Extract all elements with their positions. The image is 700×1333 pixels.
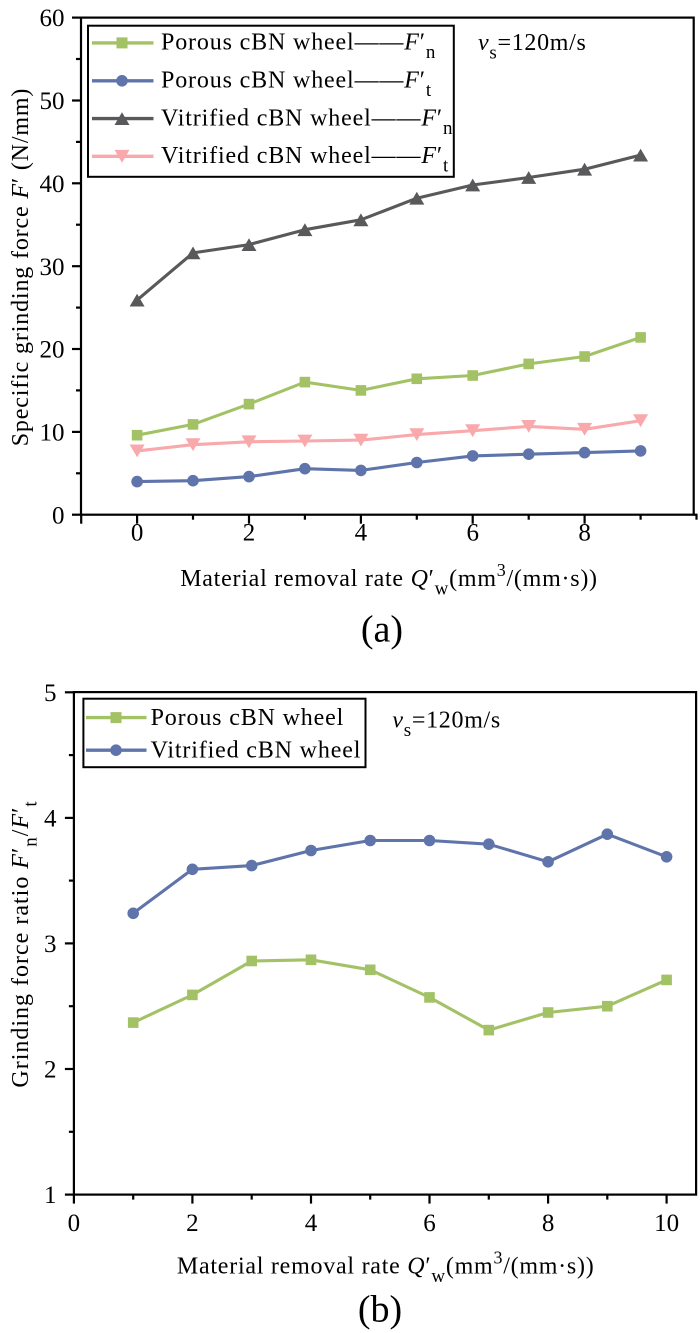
svg-text:40: 40 [40, 171, 65, 198]
svg-text:(a): (a) [361, 609, 403, 651]
svg-text:2: 2 [186, 1210, 199, 1237]
svg-text:Porous cBN wheel: Porous cBN wheel [151, 705, 345, 731]
svg-text:20: 20 [40, 337, 65, 364]
svg-text:6: 6 [423, 1210, 436, 1237]
svg-text:vs=120m/s: vs=120m/s [478, 30, 587, 64]
svg-text:3: 3 [44, 931, 57, 958]
svg-text:10: 10 [654, 1210, 679, 1237]
svg-text:60: 60 [40, 5, 65, 32]
svg-text:4: 4 [355, 520, 368, 547]
svg-text:50: 50 [40, 88, 65, 115]
svg-text:2: 2 [243, 520, 256, 547]
svg-text:30: 30 [40, 254, 65, 281]
svg-text:Specific grinding force F′ (N/: Specific grinding force F′ (N/mm) [8, 88, 34, 447]
svg-text:vs=120m/s: vs=120m/s [392, 708, 501, 742]
svg-text:0: 0 [52, 502, 65, 529]
svg-text:1: 1 [44, 1182, 57, 1209]
svg-text:8: 8 [578, 520, 591, 547]
svg-text:4: 4 [305, 1210, 318, 1237]
svg-text:(b): (b) [358, 1289, 402, 1331]
svg-text:6: 6 [466, 520, 479, 547]
svg-text:5: 5 [44, 680, 57, 707]
svg-text:8: 8 [542, 1210, 555, 1237]
svg-text:0: 0 [131, 520, 144, 547]
svg-text:4: 4 [44, 806, 57, 833]
svg-text:0: 0 [68, 1210, 81, 1237]
svg-text:Vitrified cBN wheel: Vitrified cBN wheel [151, 737, 362, 763]
svg-text:2: 2 [44, 1057, 57, 1084]
svg-text:10: 10 [40, 420, 65, 447]
